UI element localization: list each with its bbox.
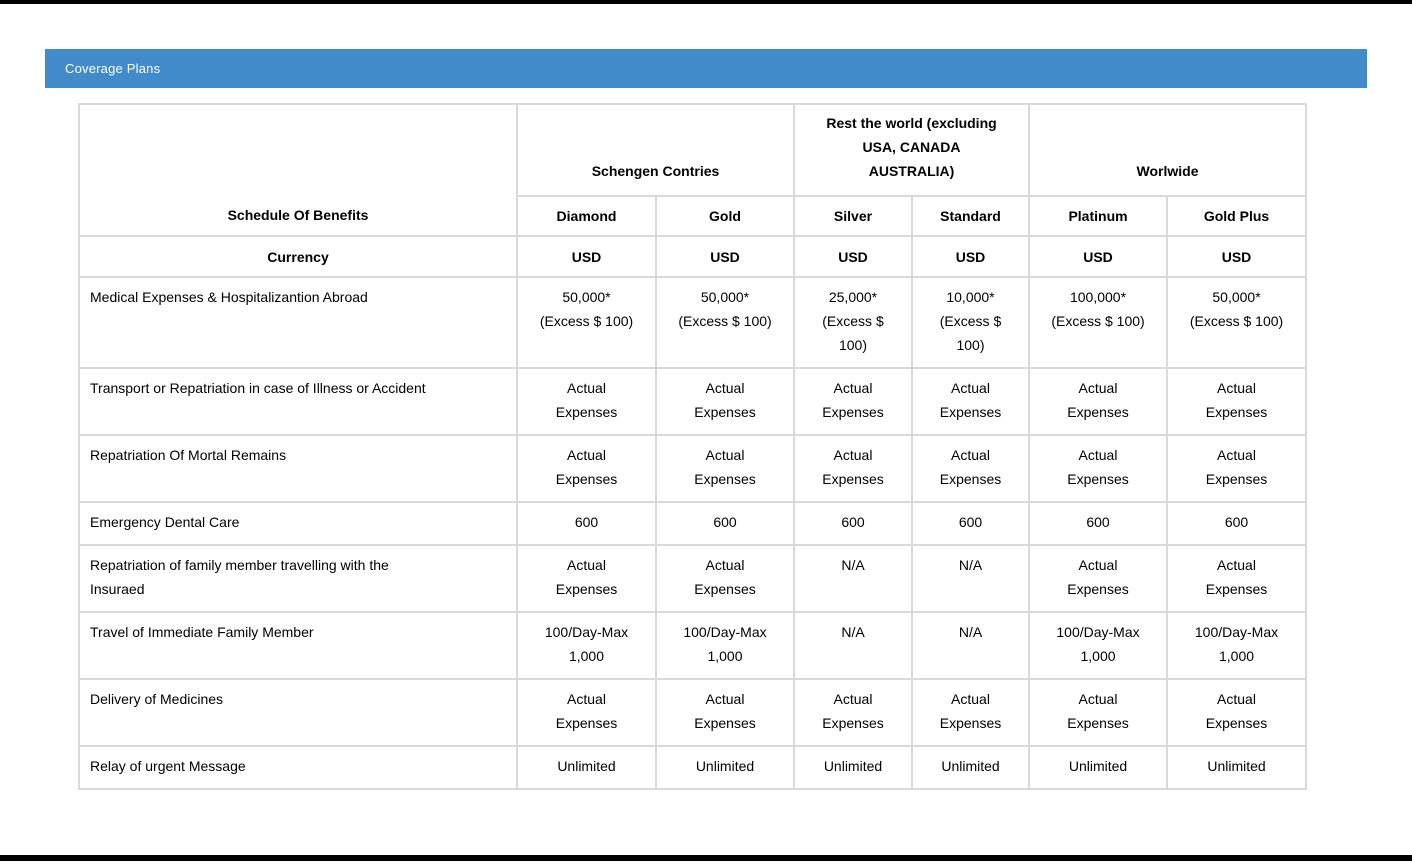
benefit-value: Unlimited (793, 745, 913, 790)
currency-value: USD (793, 235, 913, 278)
currency-value: USD (655, 235, 795, 278)
benefit-value: Actual Expenses (1028, 678, 1169, 747)
benefit-value: 600 (793, 501, 913, 546)
benefit-value: Actual Expenses (910, 434, 1031, 503)
plan-header-standard: Standard (910, 195, 1031, 237)
benefit-row: Emergency Dental Care 600 600 600 600 600 600 (78, 501, 1308, 546)
benefit-value: N/A (793, 611, 913, 680)
benefit-value: 50,000* (Excess $ 100) (1166, 276, 1308, 369)
benefit-label: Relay of urgent Message (78, 745, 518, 790)
benefit-value: Actual Expenses (1028, 367, 1169, 436)
group-header-schengen-countries: Schengen Contries (516, 103, 795, 197)
benefit-label: Emergency Dental Care (78, 501, 518, 546)
benefit-value: Actual Expenses (1028, 434, 1169, 503)
benefit-value: 600 (1166, 501, 1308, 546)
benefit-label: Delivery of Medicines (78, 678, 518, 747)
benefit-value: Unlimited (655, 745, 795, 790)
benefit-value: Unlimited (516, 745, 657, 790)
benefit-value: 100,000* (Excess $ 100) (1028, 276, 1169, 369)
currency-value: USD (910, 235, 1031, 278)
panel-title: Coverage Plans (65, 61, 161, 76)
benefit-value: 10,000* (Excess $ 100) (910, 276, 1031, 369)
benefit-value: Actual Expenses (910, 678, 1031, 747)
benefit-row: Delivery of Medicines Actual Expenses Actu… (78, 678, 1308, 747)
currency-label: Currency (78, 235, 518, 278)
benefit-value: 600 (1028, 501, 1169, 546)
benefit-value: Unlimited (1166, 745, 1308, 790)
currency-value: USD (1028, 235, 1169, 278)
benefit-value: Actual Expenses (1166, 367, 1308, 436)
plan-header-row: Diamond Gold Silver Standard Platinum Go… (79, 195, 1308, 237)
benefit-value: Actual Expenses (793, 367, 913, 436)
benefit-label: Repatriation of family member travelling… (78, 544, 518, 613)
plan-header-silver: Silver (793, 195, 913, 237)
benefit-value: Actual Expenses (1166, 678, 1308, 747)
benefit-row: Repatriation Of Mortal Remains Actual Exp… (78, 434, 1308, 503)
benefit-value: 25,000* (Excess $ 100) (793, 276, 913, 369)
benefit-value: Actual Expenses (655, 367, 795, 436)
benefit-value: Actual Expenses (910, 367, 1031, 436)
benefit-value: Actual Expenses (1028, 544, 1169, 613)
benefit-value: Actual Expenses (516, 544, 657, 613)
benefit-value: Actual Expenses (793, 678, 913, 747)
benefit-value: 100/Day-Max 1,000 (516, 611, 657, 680)
benefit-value: 100/Day-Max 1,000 (1028, 611, 1169, 680)
group-header-rest-of-world: Rest the world (excluding USA, CANADA AU… (792, 103, 1031, 197)
benefit-value: Actual Expenses (655, 678, 795, 747)
benefit-row: Medical Expenses & Hospitalizantion Abro… (78, 276, 1308, 369)
coverage-plans-table: Schedule Of Benefits Schengen Contries R… (78, 103, 1308, 790)
benefit-value: N/A (910, 544, 1031, 613)
benefit-value: 100/Day-Max 1,000 (1166, 611, 1308, 680)
benefit-label: Travel of Immediate Family Member (78, 611, 518, 680)
benefit-label: Transport or Repatriation in case of Ill… (78, 367, 518, 436)
plan-header-gold-plus: Gold Plus (1166, 195, 1308, 237)
benefit-value: N/A (793, 544, 913, 613)
benefit-row: Travel of Immediate Family Member 100/Day… (78, 611, 1308, 680)
page-top-border (0, 0, 1412, 4)
benefit-value: 600 (910, 501, 1031, 546)
plan-header-gold: Gold (655, 195, 795, 237)
schedule-of-benefits-header: Schedule Of Benefits (78, 103, 518, 237)
benefit-value: Actual Expenses (793, 434, 913, 503)
benefit-value: Unlimited (1028, 745, 1169, 790)
benefit-value: Actual Expenses (516, 678, 657, 747)
benefit-row: Relay of urgent Message Unlimited Unlimite… (78, 745, 1308, 790)
benefit-value: 600 (655, 501, 795, 546)
benefit-label: Medical Expenses & Hospitalizantion Abro… (78, 276, 518, 369)
benefit-row: Transport or Repatriation in case of Ill… (78, 367, 1308, 436)
coverage-plans-header: Coverage Plans (45, 49, 1367, 88)
benefit-value: Actual Expenses (1166, 544, 1308, 613)
benefit-value: Actual Expenses (655, 434, 795, 503)
benefit-value: 50,000* (Excess $ 100) (655, 276, 795, 369)
benefit-row: Repatriation of family member travelling… (78, 544, 1308, 613)
currency-value: USD (516, 235, 657, 278)
benefit-value: Actual Expenses (516, 367, 657, 436)
benefit-value: Actual Expenses (1166, 434, 1308, 503)
plan-header-diamond: Diamond (516, 195, 657, 237)
benefit-value: Unlimited (910, 745, 1031, 790)
benefit-label: Repatriation Of Mortal Remains (78, 434, 518, 503)
benefit-value: N/A (910, 611, 1031, 680)
benefit-value: 50,000* (Excess $ 100) (516, 276, 657, 369)
currency-row: Currency USD USD USD USD USD USD (78, 235, 1308, 278)
page-bottom-border (0, 855, 1412, 861)
group-header-worldwide: Worlwide (1028, 103, 1308, 197)
benefit-value: 100/Day-Max 1,000 (655, 611, 795, 680)
currency-value: USD (1166, 235, 1308, 278)
group-header-row: Schedule Of Benefits Schengen Contries R… (78, 103, 1308, 237)
plan-header-platinum: Platinum (1028, 195, 1169, 237)
benefit-value: Actual Expenses (655, 544, 795, 613)
benefit-value: Actual Expenses (516, 434, 657, 503)
benefit-value: 600 (516, 501, 657, 546)
